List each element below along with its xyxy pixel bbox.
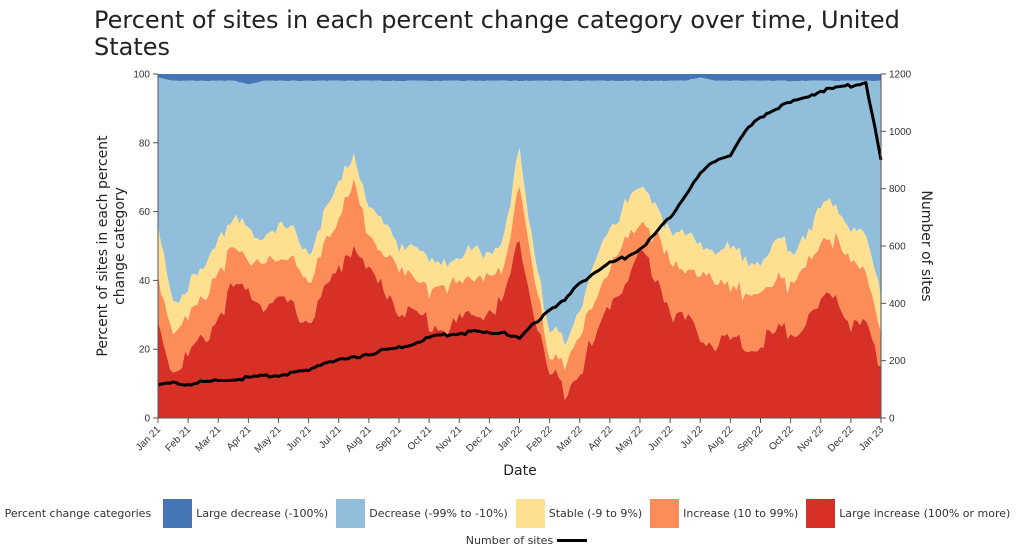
area-large-increase-100-or-more [158, 240, 881, 418]
x-tick-label: Feb 22 [525, 424, 555, 454]
legend-label: Increase (10 to 99%) [683, 506, 799, 520]
legend-item-decrease[interactable]: Decrease (-99% to -10%) [336, 498, 508, 528]
legend-label: Large increase (100% or more) [839, 506, 1011, 520]
y2-tick-label: 0 [889, 414, 895, 425]
x-tick-label: Aug 22 [705, 424, 735, 454]
x-tick-label: Jun 21 [285, 424, 314, 453]
y-tick-label: 20 [139, 345, 151, 356]
legend-swatch [163, 498, 193, 528]
area-increase-10-to-99 [158, 178, 881, 401]
legend-categories-row: Percent change categories Large decrease… [0, 498, 1023, 528]
line-number-of-sites [157, 81, 883, 387]
y-axis-title-line1: Percent of sites in each percent [95, 135, 111, 357]
legend-line-label: Number of sites [465, 534, 554, 547]
x-tick-label: May 22 [614, 424, 645, 455]
x-tick-label: Mar 21 [194, 424, 224, 454]
y-tick-label: 80 [139, 138, 151, 149]
x-tick-label: Sep 22 [735, 424, 765, 454]
legend-title: Percent change categories [4, 506, 152, 520]
x-tick-label: Mar 22 [555, 424, 585, 454]
legend-swatch [515, 498, 545, 528]
legend-label: Stable (-9 to 9%) [548, 506, 643, 520]
legend-swatch [806, 498, 836, 528]
x-tick-label: Jul 21 [317, 424, 344, 451]
legend-item-large-decrease[interactable]: Large decrease (-100%) [163, 498, 329, 528]
y2-axis-title: Number of sites [918, 190, 934, 301]
y-axis-title-line2: change category [112, 187, 128, 305]
x-tick-label: Jul 22 [679, 424, 706, 451]
legend-line-row[interactable]: Number of sites [30, 534, 1023, 547]
legend-item-stable[interactable]: Stable (-9 to 9%) [515, 498, 643, 528]
legend-swatch [336, 498, 366, 528]
x-tick-label: Oct 21 [406, 424, 435, 453]
x-tick-label: Apr 22 [586, 424, 615, 453]
x-tick-label: Oct 22 [767, 424, 796, 453]
chart-title: Percent of sites in each percent change … [94, 6, 900, 61]
y-tick-label: 60 [139, 207, 151, 218]
x-axis-title: Date [503, 463, 536, 479]
x-tick-label: Jun 22 [646, 424, 675, 453]
legend-label: Large decrease (-100%) [196, 506, 329, 520]
legend-item-large-increase[interactable]: Large increase (100% or more) [806, 498, 1011, 528]
y-tick-label: 100 [133, 70, 150, 81]
y2-tick-label: 1200 [889, 70, 912, 81]
x-tick-label: Jan 21 [134, 424, 163, 453]
x-tick-label: Sep 21 [374, 424, 404, 454]
x-tick-label: Aug 21 [344, 424, 374, 454]
x-tick-label: Feb 21 [163, 424, 193, 454]
x-tick-label: Jan 23 [857, 424, 886, 453]
y-tick-label: 0 [144, 414, 150, 425]
number-of-sites-line-layer [157, 81, 883, 387]
x-tick-label: Dec 22 [826, 424, 856, 454]
stacked-areas [158, 74, 881, 418]
area-stable-9-to-9 [158, 147, 881, 371]
legend: Percent change categories Large decrease… [0, 498, 1023, 547]
legend-item-increase[interactable]: Increase (10 to 99%) [650, 498, 799, 528]
x-tick-label: May 21 [253, 424, 284, 455]
x-tick-label: Dec 21 [464, 424, 494, 454]
legend-line-swatch [557, 539, 588, 542]
x-tick-label: Jan 22 [496, 424, 525, 453]
y2-tick-label: 1000 [889, 127, 912, 138]
x-tick-label: Apr 21 [225, 424, 254, 453]
x-tick-label: Nov 22 [796, 424, 826, 454]
y2-tick-label: 800 [889, 184, 906, 195]
area-large-decrease-100 [158, 74, 881, 85]
y-tick-label: 40 [139, 276, 151, 287]
legend-swatch [650, 498, 680, 528]
x-tick-label: Nov 21 [434, 424, 464, 454]
y2-tick-label: 200 [889, 356, 906, 367]
y2-tick-label: 600 [889, 242, 906, 253]
y2-tick-label: 400 [889, 299, 906, 310]
area-decrease-99-to-10 [158, 77, 881, 346]
legend-label: Decrease (-99% to -10%) [369, 506, 508, 520]
